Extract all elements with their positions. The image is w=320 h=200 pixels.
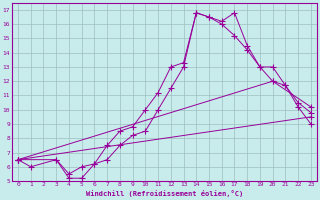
- X-axis label: Windchill (Refroidissement éolien,°C): Windchill (Refroidissement éolien,°C): [86, 190, 243, 197]
